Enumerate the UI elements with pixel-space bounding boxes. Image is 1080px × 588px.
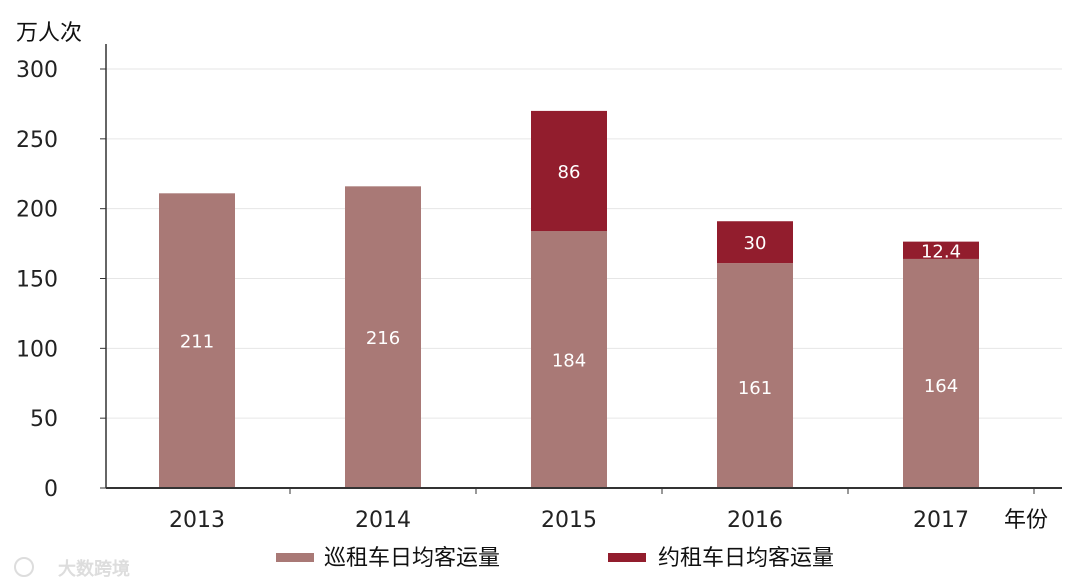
data-label: 30 bbox=[744, 233, 767, 254]
x-tick-label: 2017 bbox=[913, 508, 969, 533]
y-tick-label: 150 bbox=[16, 268, 58, 293]
x-tick-label: 2015 bbox=[541, 508, 597, 533]
watermark-logo-icon bbox=[14, 557, 34, 577]
legend: 巡租车日均客运量 约租车日均客运量 bbox=[276, 546, 834, 571]
bar-segment bbox=[345, 186, 421, 488]
bar-segment bbox=[717, 221, 793, 264]
watermark-text: 大数跨境 bbox=[58, 558, 130, 580]
y-tick-label: 50 bbox=[30, 407, 58, 432]
bars: 211 216 184 86 161 30 164 12.4 bbox=[159, 110, 979, 488]
y-tick-label: 100 bbox=[16, 337, 58, 362]
y-tick-label: 0 bbox=[44, 477, 58, 502]
x-axis-ticks: 2013 2014 2015 2016 2017 bbox=[169, 488, 1035, 533]
y-unit-label: 万人次 bbox=[16, 21, 82, 46]
x-tick-label: 2016 bbox=[727, 508, 783, 533]
data-label: 216 bbox=[366, 328, 400, 349]
bar-segment bbox=[531, 231, 607, 488]
bar-segment bbox=[903, 241, 979, 259]
bar-segment bbox=[531, 110, 607, 232]
data-label: 184 bbox=[552, 351, 586, 372]
data-label: 164 bbox=[924, 376, 958, 397]
bar-segment bbox=[717, 263, 793, 488]
legend-label: 巡租车日均客运量 bbox=[324, 546, 500, 571]
data-label: 12.4 bbox=[921, 241, 961, 262]
y-tick-label: 250 bbox=[16, 128, 58, 153]
x-tick-label: 2014 bbox=[355, 508, 411, 533]
x-unit-label: 年份 bbox=[1004, 508, 1048, 533]
y-tick-label: 200 bbox=[16, 198, 58, 223]
data-label: 161 bbox=[738, 378, 772, 399]
x-tick-label: 2013 bbox=[169, 508, 225, 533]
bar-segment bbox=[903, 258, 979, 488]
y-tick-label: 300 bbox=[16, 58, 58, 83]
axes bbox=[105, 44, 1062, 489]
data-label: 211 bbox=[180, 332, 214, 353]
y-axis-ticks: 0 50 100 150 200 250 300 bbox=[16, 58, 106, 502]
bar-segment bbox=[159, 193, 235, 488]
legend-swatch bbox=[608, 553, 646, 562]
legend-swatch bbox=[276, 553, 314, 562]
legend-label: 约租车日均客运量 bbox=[658, 546, 834, 571]
watermark: 大数跨境 bbox=[14, 557, 130, 580]
data-label: 86 bbox=[558, 162, 581, 183]
